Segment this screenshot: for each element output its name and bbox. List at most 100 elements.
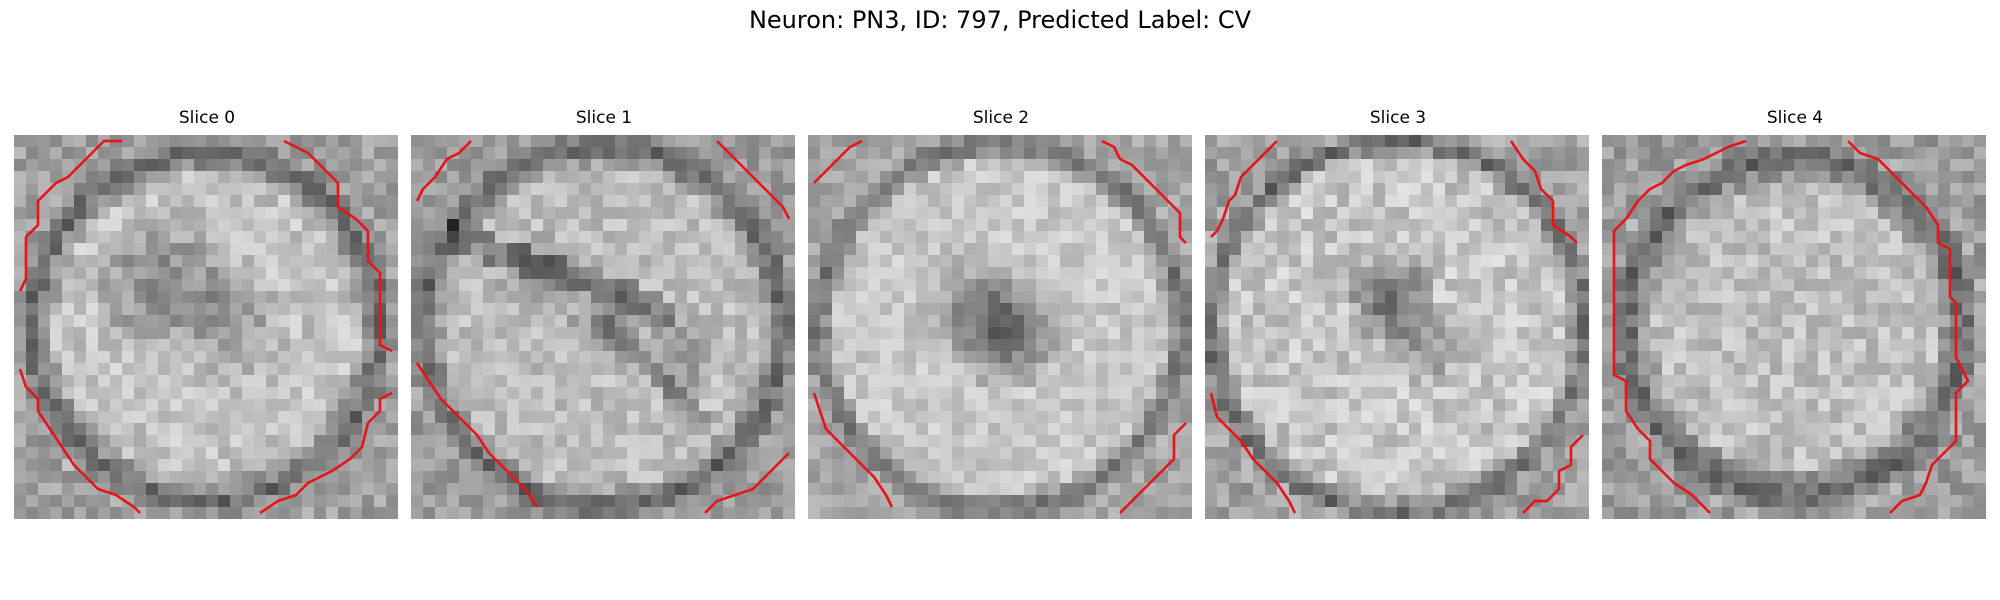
pixel-cell <box>783 279 795 292</box>
pixel-cell <box>326 183 339 196</box>
pixel-cell <box>1914 243 1927 256</box>
pixel-cell <box>1782 219 1795 232</box>
pixel-cell <box>423 459 436 472</box>
pixel-cell <box>531 267 544 280</box>
pixel-cell <box>880 231 893 244</box>
pixel-cell <box>1878 195 1891 208</box>
pixel-cell <box>1517 351 1530 364</box>
pixel-cell <box>386 447 398 460</box>
pixel-cell <box>1782 171 1795 184</box>
pixel-cell <box>1421 267 1434 280</box>
pixel-cell <box>242 171 255 184</box>
pixel-cell <box>1277 147 1290 160</box>
pixel-cell <box>711 147 724 160</box>
pixel-cell <box>675 183 688 196</box>
pixel-cell <box>1902 435 1915 448</box>
pixel-cell <box>1205 243 1218 256</box>
pixel-cell <box>880 171 893 184</box>
pixel-cell <box>50 255 63 268</box>
pixel-cell <box>1890 291 1903 304</box>
pixel-cell <box>1397 375 1410 388</box>
pixel-cell <box>627 387 640 400</box>
pixel-cell <box>1974 243 1986 256</box>
pixel-cell <box>1289 183 1302 196</box>
pixel-cell <box>1060 243 1073 256</box>
pixel-cell <box>543 315 556 328</box>
pixel-cell <box>1505 471 1518 484</box>
pixel-cell <box>1301 315 1314 328</box>
pixel-cell <box>1866 387 1879 400</box>
pixel-cell <box>1626 447 1639 460</box>
pixel-cell <box>1493 495 1506 508</box>
pixel-cell <box>1602 351 1615 364</box>
pixel-cell <box>880 447 893 460</box>
pixel-cell <box>1878 267 1891 280</box>
pixel-cell <box>170 219 183 232</box>
pixel-cell <box>423 219 436 232</box>
pixel-cell <box>1361 411 1374 424</box>
pixel-cell <box>555 315 568 328</box>
pixel-cell <box>1662 159 1675 172</box>
pixel-cell <box>976 303 989 316</box>
pixel-cell <box>1914 315 1927 328</box>
pixel-cell <box>940 171 953 184</box>
pixel-cell <box>1614 303 1627 316</box>
pixel-cell <box>122 231 135 244</box>
pixel-cell <box>146 171 159 184</box>
pixel-cell <box>435 315 448 328</box>
pixel-cell <box>1072 327 1085 340</box>
pixel-cell <box>639 255 652 268</box>
pixel-cell <box>1517 171 1530 184</box>
pixel-cell <box>338 411 351 424</box>
pixel-cell <box>374 231 387 244</box>
pixel-cell <box>134 243 147 256</box>
pixel-cell <box>182 507 195 519</box>
pixel-cell <box>1421 219 1434 232</box>
pixel-cell <box>615 231 628 244</box>
pixel-cell <box>964 159 977 172</box>
pixel-cell <box>230 291 243 304</box>
pixel-cell <box>1830 147 1843 160</box>
pixel-cell <box>1012 195 1025 208</box>
pixel-cell <box>1926 171 1939 184</box>
pixel-cell <box>1962 159 1975 172</box>
pixel-cell <box>459 459 472 472</box>
pixel-cell <box>579 327 592 340</box>
pixel-cell <box>1096 303 1109 316</box>
pixel-cell <box>1818 183 1831 196</box>
pixel-cell <box>1349 339 1362 352</box>
pixel-cell <box>1938 375 1951 388</box>
pixel-cell <box>1096 471 1109 484</box>
pixel-cell <box>1060 303 1073 316</box>
pixel-cell <box>362 447 375 460</box>
pixel-cell <box>435 219 448 232</box>
pixel-cell <box>146 267 159 280</box>
pixel-cell <box>362 375 375 388</box>
pixel-cell <box>435 507 448 519</box>
pixel-cell <box>892 483 905 496</box>
contour-segment <box>1210 140 1278 238</box>
pixel-cell <box>1674 447 1687 460</box>
pixel-cell <box>519 411 532 424</box>
pixel-cell <box>1084 423 1097 436</box>
pixel-cell <box>423 231 436 244</box>
pixel-cell <box>1373 267 1386 280</box>
pixel-cell <box>278 267 291 280</box>
pixel-cell <box>1614 423 1627 436</box>
pixel-cell <box>832 339 845 352</box>
pixel-cell <box>639 327 652 340</box>
pixel-cell <box>651 435 664 448</box>
pixel-cell <box>988 243 1001 256</box>
pixel-cell <box>206 315 219 328</box>
pixel-cell <box>1842 387 1855 400</box>
pixel-cell <box>976 147 989 160</box>
pixel-cell <box>1962 267 1975 280</box>
pixel-cell <box>1445 279 1458 292</box>
pixel-cell <box>74 279 87 292</box>
pixel-cell <box>1180 147 1192 160</box>
pixel-cell <box>1481 147 1494 160</box>
pixel-cell <box>940 387 953 400</box>
pixel-cell <box>1289 399 1302 412</box>
pixel-cell <box>1481 363 1494 376</box>
pixel-cell <box>242 399 255 412</box>
